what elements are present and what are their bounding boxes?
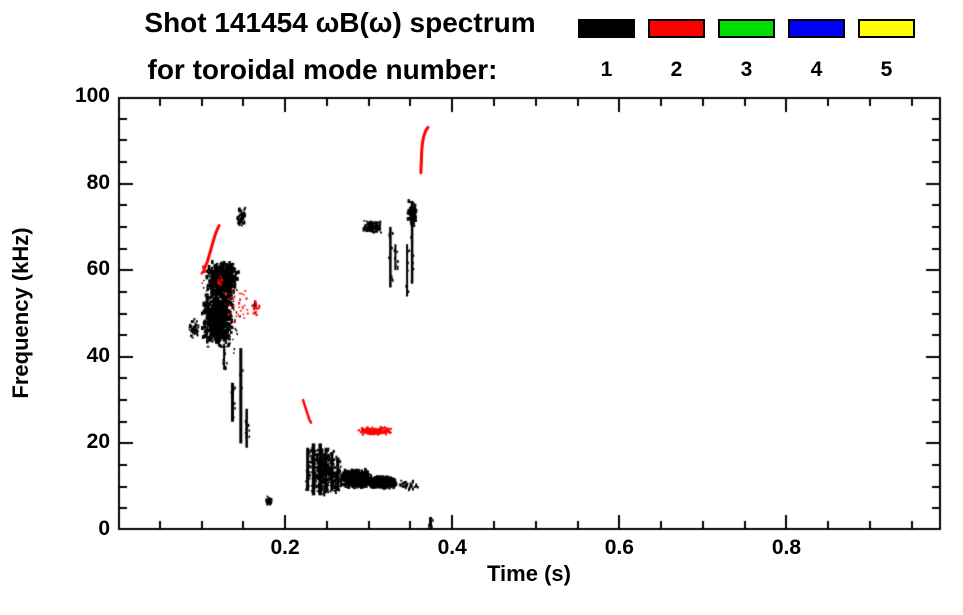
y-tick-label: 20 <box>86 430 110 454</box>
y-tick-label: 60 <box>86 257 110 281</box>
chart-title: Shot 141454 ωB(ω) spectrum <box>144 7 536 38</box>
chart-subtitle: for toroidal mode number: <box>147 54 498 85</box>
legend-swatch-mode-3 <box>718 19 775 38</box>
y-tick-label: 0 <box>98 517 110 540</box>
y-tick-label: 100 <box>74 84 110 107</box>
y-tick-label: 40 <box>86 343 110 367</box>
legend-swatch-mode-1 <box>578 19 635 38</box>
x-tick-label: 0.2 <box>270 536 300 559</box>
x-tick-label: 0.4 <box>437 536 467 559</box>
legend-swatch-mode-4 <box>788 19 845 38</box>
x-axis-label: Time (s) <box>487 561 571 586</box>
legend-label-mode-5: 5 <box>880 58 893 81</box>
legend-labels: 1 2 3 4 5 <box>578 58 915 82</box>
legend-label-mode-3: 3 <box>740 58 753 81</box>
x-tick-label: 0.6 <box>604 536 634 559</box>
legend-label-mode-4: 4 <box>810 58 823 81</box>
legend-label-mode-2: 2 <box>670 58 683 81</box>
legend-swatch-mode-5 <box>858 19 915 38</box>
legend <box>578 19 915 38</box>
x-tick-label: 0.8 <box>771 536 802 559</box>
y-tick-label: 80 <box>86 170 110 194</box>
legend-label-mode-1: 1 <box>600 58 613 81</box>
legend-swatch-mode-2 <box>648 19 705 38</box>
y-axis-label: Frequency (kHz) <box>8 227 33 399</box>
